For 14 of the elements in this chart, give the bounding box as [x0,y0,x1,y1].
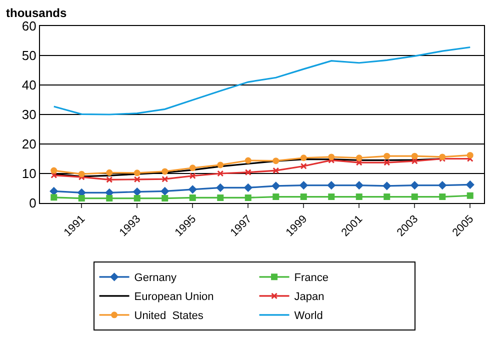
y-tick-label: 0 [29,196,36,211]
y-tick-label: 40 [22,78,36,93]
y-tick-label: 60 [22,18,36,34]
y-tick-label: 10 [22,166,36,182]
y-axis-title: thousands [6,6,67,20]
legend-label: Japan [294,291,324,304]
legend-label: Gernany [134,272,177,284]
y-tick-label: 20 [22,136,36,152]
legend-label: World [294,310,323,322]
legend-label: European Union [134,291,214,304]
y-tick-label: 30 [22,107,36,122]
y-tick-label: 50 [22,48,36,64]
legend-label: France [294,272,329,284]
legend-label: United States [134,310,204,322]
